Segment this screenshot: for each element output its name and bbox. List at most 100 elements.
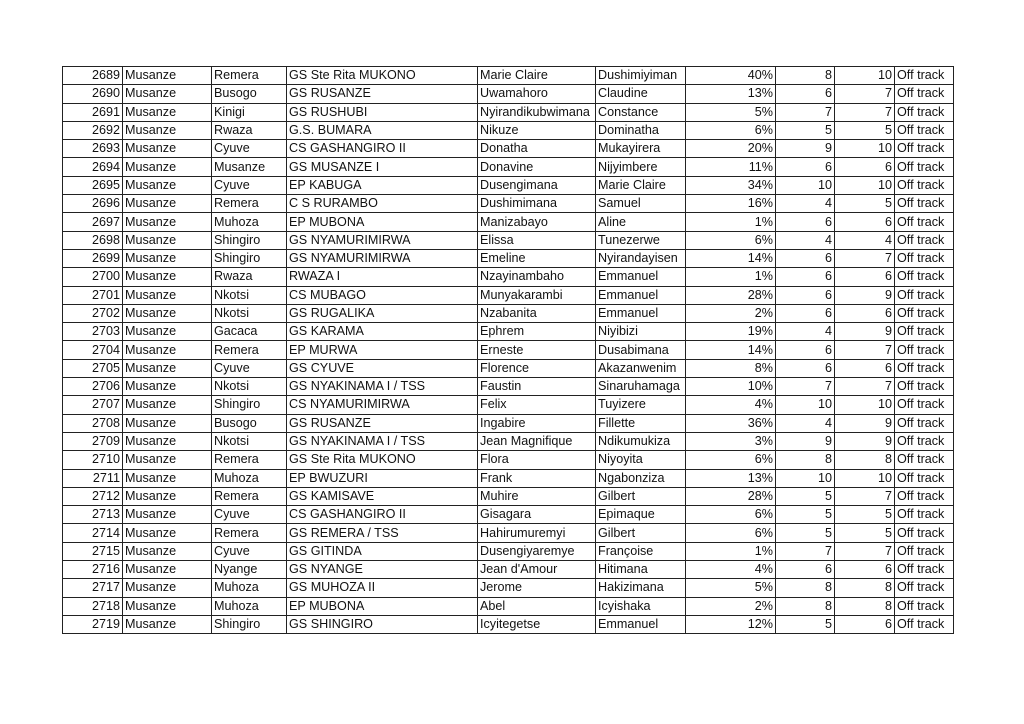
last-name-cell: Sinaruhamaga [595,377,686,397]
status-cell: Off track [894,120,954,141]
table-row: 2697 Musanze Muhoza EP MUBONA Manizabayo Alin… [62,212,954,232]
score-a-cell: 10 [775,395,835,415]
score-b-cell: 10 [834,395,895,415]
table-row: 2708 Musanze Busogo GS RUSANZE Ingabire Fille… [62,413,954,433]
row-number-cell: 2715 [62,541,123,562]
percentage-cell: 5% [685,102,776,122]
table-row: 2690 Musanze Busogo GS RUSANZE Uwamahoro Clau… [62,84,954,104]
district-cell: Musanze [122,358,212,379]
school-cell: GS Ste Rita MUKONO [286,450,478,470]
row-number-cell: 2693 [62,139,123,159]
score-b-cell: 6 [834,267,895,287]
sector-cell: Musanze [211,157,287,177]
row-number-cell: 2697 [62,212,123,232]
row-number-cell: 2710 [62,450,123,470]
first-name-cell: Felix [477,395,596,415]
score-b-cell: 9 [834,322,895,342]
status-cell: Off track [894,578,954,598]
table-row: 2696 Musanze Remera C S RURAMBO Dushimimana S… [62,194,954,214]
school-cell: G.S. BUMARA [286,120,478,141]
sector-cell: Cyuve [211,541,287,562]
status-cell: Off track [894,413,954,433]
last-name-cell: Nijyimbere [595,157,686,177]
school-cell: C S RURAMBO [286,194,478,214]
last-name-cell: Icyishaka [595,596,686,616]
sector-cell: Busogo [211,84,287,104]
score-a-cell: 6 [775,267,835,287]
percentage-cell: 1% [685,267,776,287]
status-cell: Off track [894,65,954,86]
table-row: 2691 Musanze Kinigi GS RUSHUBI Nyirandikubwi… [62,102,954,122]
first-name-cell: Erneste [477,340,596,360]
district-cell: Musanze [122,65,212,86]
percentage-cell: 2% [685,596,776,616]
sector-cell: Nkotsi [211,431,287,452]
table-row: 2689 Musanze Remera GS Ste Rita MUKONO Marie… [62,65,954,86]
table-row: 2699 Musanze Shingiro GS NYAMURIMIRWA Emelin… [62,248,954,269]
district-cell: Musanze [122,578,212,598]
percentage-cell: 6% [685,450,776,470]
table-row: 2701 Musanze Nkotsi CS MUBAGO Munyakarambi Em… [62,285,954,305]
first-name-cell: Nikuze [477,120,596,141]
status-cell: Off track [894,303,954,324]
percentage-cell: 14% [685,248,776,269]
last-name-cell: Marie Claire [595,175,686,196]
score-a-cell: 6 [775,84,835,104]
first-name-cell: Nzayinambaho [477,267,596,287]
district-cell: Musanze [122,450,212,470]
percentage-cell: 28% [685,285,776,305]
row-number-cell: 2695 [62,175,123,196]
last-name-cell: Fillette [595,413,686,433]
district-cell: Musanze [122,377,212,397]
sector-cell: Shingiro [211,395,287,415]
first-name-cell: Florence [477,358,596,379]
district-cell: Musanze [122,596,212,616]
status-cell: Off track [894,614,954,635]
school-cell: EP BWUZURI [286,468,478,488]
score-a-cell: 6 [775,358,835,379]
row-number-cell: 2711 [62,468,123,488]
row-number-cell: 2699 [62,248,123,269]
table-row: 2702 Musanze Nkotsi GS RUGALIKA Nzabanita Emm… [62,303,954,324]
first-name-cell: Donavine [477,157,596,177]
percentage-cell: 2% [685,303,776,324]
last-name-cell: Constance [595,102,686,122]
status-cell: Off track [894,230,954,250]
last-name-cell: Gilbert [595,486,686,507]
district-cell: Musanze [122,413,212,433]
sector-cell: Rwaza [211,267,287,287]
last-name-cell: Samuel [595,194,686,214]
last-name-cell: Niyoyita [595,450,686,470]
table-row: 2712 Musanze Remera GS KAMISAVE Muhire Gilber… [62,486,954,507]
district-cell: Musanze [122,523,212,543]
table-row: 2719 Musanze Shingiro GS SHINGIRO Icyitegets… [62,614,954,635]
school-cell: GS RUSANZE [286,84,478,104]
row-number-cell: 2716 [62,560,123,580]
row-number-cell: 2692 [62,120,123,141]
row-number-cell: 2696 [62,194,123,214]
status-cell: Off track [894,194,954,214]
first-name-cell: Hahirumuremyi [477,523,596,543]
last-name-cell: Emmanuel [595,267,686,287]
score-b-cell: 4 [834,230,895,250]
score-b-cell: 8 [834,596,895,616]
score-a-cell: 7 [775,102,835,122]
district-cell: Musanze [122,614,212,635]
district-cell: Musanze [122,157,212,177]
table-row: 2692 Musanze Rwaza G.S. BUMARA Nikuze Dominat… [62,120,954,141]
table-row: 2707 Musanze Shingiro CS NYAMURIMIRWA Felix T… [62,395,954,415]
status-cell: Off track [894,139,954,159]
status-cell: Off track [894,486,954,507]
status-cell: Off track [894,285,954,305]
district-cell: Musanze [122,395,212,415]
score-a-cell: 8 [775,65,835,86]
status-cell: Off track [894,157,954,177]
table-row: 2706 Musanze Nkotsi GS NYAKINAMA I / TSS Fau… [62,377,954,397]
table-row: 2711 Musanze Muhoza EP BWUZURI Frank Ngabonzi… [62,468,954,488]
school-cell: GS KARAMA [286,322,478,342]
district-cell: Musanze [122,560,212,580]
sector-cell: Remera [211,65,287,86]
status-cell: Off track [894,340,954,360]
status-cell: Off track [894,358,954,379]
sector-cell: Kinigi [211,102,287,122]
